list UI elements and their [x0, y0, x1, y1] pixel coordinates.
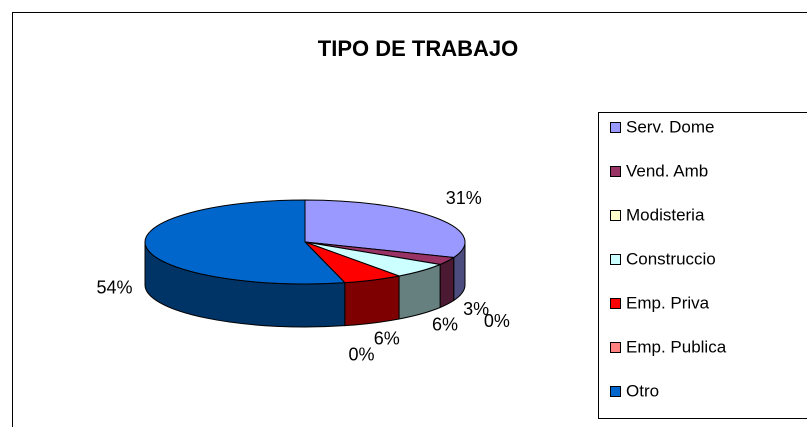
legend-label: Emp. Publica: [626, 337, 727, 356]
data-label: 6%: [374, 329, 400, 349]
legend-swatch: [610, 122, 621, 133]
pie-slice: [144, 199, 346, 285]
legend-swatch: [610, 166, 621, 177]
legend-swatch: [610, 210, 621, 221]
legend-label: Modisteria: [626, 205, 705, 224]
data-label: 6%: [432, 314, 458, 334]
data-label: 54%: [96, 278, 132, 298]
legend-swatch: [610, 386, 621, 397]
pie-side: [344, 275, 400, 327]
legend-label: Emp. Priva: [626, 293, 710, 312]
legend-label: Otro: [626, 381, 659, 400]
legend-swatch: [610, 298, 621, 309]
legend-label: Vend. Amb: [626, 161, 708, 180]
legend-swatch: [610, 254, 621, 265]
legend-swatch: [610, 342, 621, 353]
pie-slice: [304, 199, 466, 258]
pie-side: [439, 256, 455, 309]
legend-label: Serv. Dome: [626, 117, 715, 136]
legend-box: [598, 112, 807, 419]
data-label: 0%: [348, 345, 374, 365]
data-label: 3%: [463, 299, 489, 319]
chart-title: TIPO DE TRABAJO: [318, 36, 518, 61]
data-label: 0%: [484, 311, 510, 331]
data-label: 31%: [446, 188, 482, 208]
legend-label: Construccio: [626, 249, 716, 268]
